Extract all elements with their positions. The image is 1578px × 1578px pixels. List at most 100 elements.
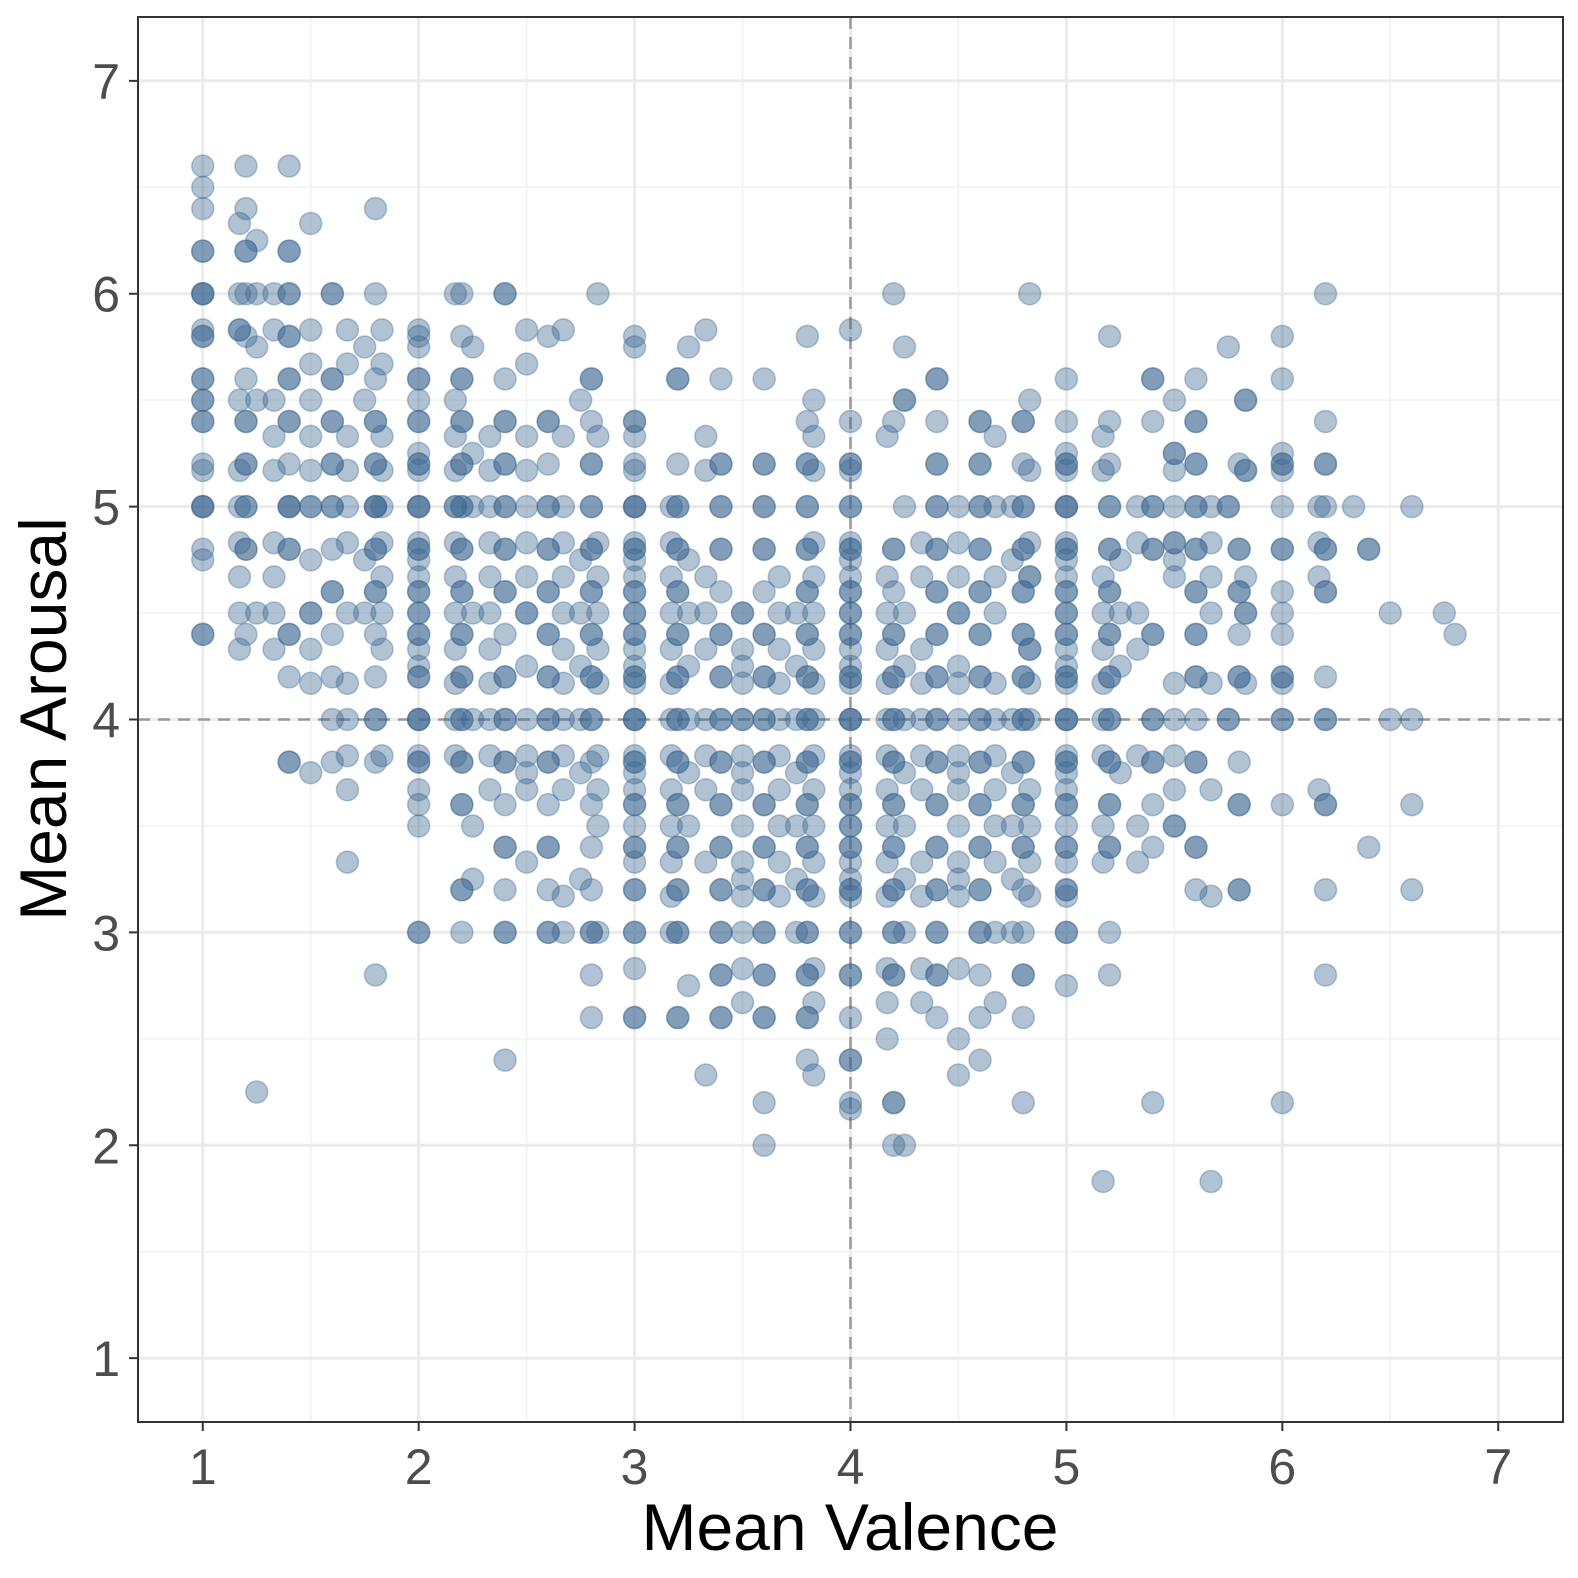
data-point bbox=[795, 750, 820, 774]
data-point bbox=[514, 760, 539, 785]
data-point bbox=[1356, 537, 1381, 561]
data-point bbox=[666, 537, 690, 561]
data-point bbox=[622, 920, 647, 945]
data-point bbox=[666, 665, 690, 689]
data-point bbox=[536, 409, 560, 434]
data-point bbox=[795, 324, 820, 349]
data-point bbox=[352, 548, 377, 572]
data-point bbox=[1054, 750, 1079, 774]
data-point bbox=[478, 707, 502, 732]
data-point bbox=[352, 601, 377, 625]
data-point bbox=[946, 494, 971, 519]
data-point bbox=[1313, 494, 1338, 519]
data-point bbox=[666, 792, 690, 817]
data-point bbox=[838, 707, 863, 732]
data-point bbox=[730, 671, 755, 696]
data-point bbox=[536, 920, 560, 945]
data-point bbox=[968, 622, 992, 647]
data-point bbox=[363, 367, 388, 391]
data-point bbox=[838, 565, 863, 589]
data-point bbox=[875, 850, 899, 874]
data-point bbox=[551, 920, 576, 945]
data-point bbox=[568, 760, 593, 785]
data-point bbox=[1097, 920, 1122, 945]
data-point bbox=[1199, 531, 1223, 555]
data-point bbox=[983, 778, 1007, 802]
data-point bbox=[536, 580, 560, 604]
data-point bbox=[450, 792, 474, 817]
data-point bbox=[493, 835, 517, 859]
data-point bbox=[191, 281, 215, 306]
data-point bbox=[881, 665, 906, 689]
data-point bbox=[191, 494, 215, 519]
data-point bbox=[730, 707, 755, 732]
data-point bbox=[1141, 537, 1165, 561]
data-point bbox=[1227, 792, 1251, 817]
data-point bbox=[767, 601, 791, 625]
data-point bbox=[1313, 452, 1338, 476]
data-point bbox=[1097, 452, 1122, 476]
data-point bbox=[925, 792, 949, 817]
data-point bbox=[1054, 973, 1079, 998]
data-point bbox=[406, 601, 431, 625]
data-point bbox=[925, 537, 949, 561]
data-point bbox=[784, 760, 809, 785]
data-point bbox=[1000, 494, 1025, 519]
data-point bbox=[752, 963, 776, 987]
data-point bbox=[892, 707, 917, 732]
data-point bbox=[493, 537, 517, 561]
data-point bbox=[277, 622, 301, 647]
data-point bbox=[1227, 665, 1251, 689]
data-point bbox=[622, 750, 647, 774]
data-point bbox=[1054, 409, 1079, 434]
data-point bbox=[1054, 622, 1079, 647]
data-point bbox=[694, 707, 718, 732]
data-point bbox=[838, 452, 863, 476]
data-point bbox=[1141, 622, 1165, 647]
data-point bbox=[579, 537, 604, 561]
data-point bbox=[363, 494, 388, 519]
data-point bbox=[1184, 580, 1208, 604]
data-point bbox=[234, 239, 258, 263]
data-point bbox=[460, 601, 485, 625]
data-point bbox=[968, 792, 992, 817]
data-point bbox=[335, 671, 360, 696]
data-point bbox=[234, 367, 258, 391]
data-point bbox=[234, 196, 258, 221]
data-point bbox=[227, 531, 252, 555]
data-point bbox=[298, 548, 323, 572]
data-point bbox=[838, 792, 863, 817]
data-point bbox=[406, 548, 431, 572]
data-point bbox=[298, 458, 323, 483]
data-point bbox=[191, 324, 215, 349]
data-point bbox=[406, 452, 431, 476]
data-point bbox=[968, 580, 992, 604]
data-point bbox=[1054, 835, 1079, 859]
data-point bbox=[1443, 622, 1467, 647]
data-point bbox=[1141, 494, 1165, 519]
data-point bbox=[1432, 601, 1456, 625]
data-point bbox=[1108, 654, 1133, 679]
data-point bbox=[767, 743, 791, 768]
data-point bbox=[622, 494, 647, 519]
data-point bbox=[767, 814, 791, 838]
data-point bbox=[968, 707, 992, 732]
data-point bbox=[579, 409, 604, 434]
data-point bbox=[277, 750, 301, 774]
data-point bbox=[1017, 850, 1042, 874]
data-point bbox=[802, 707, 826, 732]
data-point bbox=[910, 884, 934, 908]
data-point bbox=[320, 494, 345, 519]
data-point bbox=[622, 580, 647, 604]
data-point bbox=[478, 601, 502, 625]
data-point bbox=[925, 367, 949, 391]
data-point bbox=[795, 622, 820, 647]
data-point bbox=[784, 867, 809, 891]
data-point bbox=[536, 665, 560, 689]
data-point bbox=[983, 990, 1007, 1015]
data-point bbox=[946, 814, 971, 838]
data-point bbox=[694, 565, 718, 589]
data-point bbox=[784, 707, 809, 732]
data-point bbox=[767, 778, 791, 802]
data-point bbox=[752, 367, 776, 391]
